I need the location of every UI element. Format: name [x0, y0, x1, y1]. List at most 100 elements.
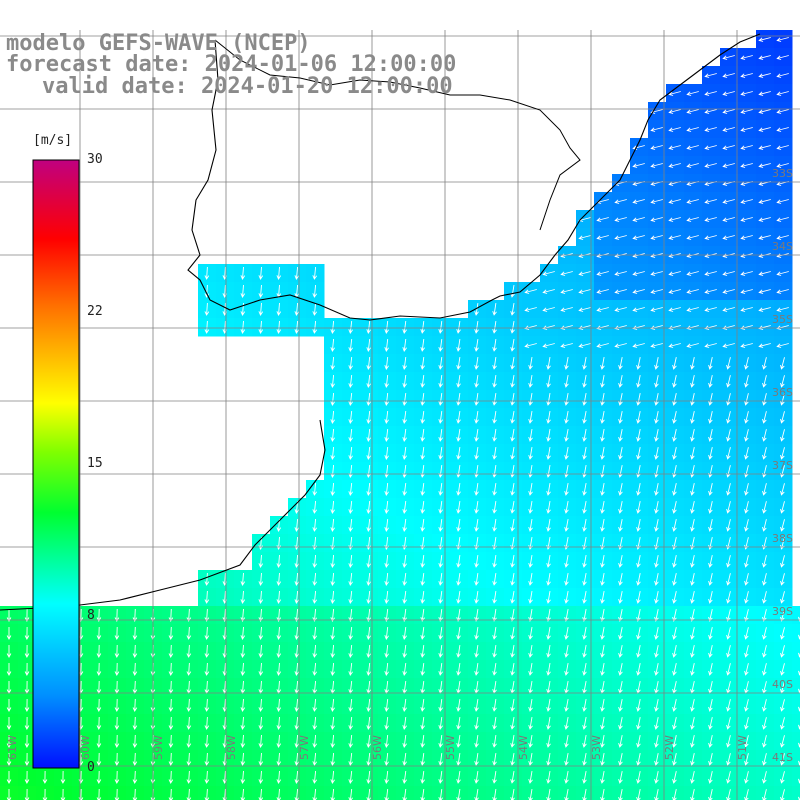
wind-arrow	[582, 771, 587, 784]
wind-arrow	[708, 519, 713, 532]
wind-arrow	[402, 464, 407, 478]
wind-arrow	[456, 429, 461, 442]
wind-arrow	[708, 699, 713, 712]
wind-arrow	[276, 662, 282, 676]
wind-arrow	[668, 199, 681, 204]
wind-arrow	[708, 591, 713, 604]
wind-arrow	[492, 789, 497, 800]
wind-arrow	[474, 753, 479, 766]
wind-arrow	[564, 501, 569, 514]
wind-arrow	[740, 163, 753, 168]
wind-arrow	[600, 591, 605, 604]
wind-arrow	[560, 289, 573, 294]
wind-arrow	[596, 271, 609, 276]
wind-arrow	[780, 501, 785, 514]
wind-arrow	[402, 752, 407, 766]
wind-arrow	[204, 284, 210, 298]
wind-arrow	[600, 519, 605, 532]
wind-arrow	[6, 627, 12, 640]
wind-arrow	[366, 734, 371, 748]
wind-arrow	[546, 771, 551, 784]
wind-arrow	[510, 555, 515, 568]
wind-arrow	[744, 555, 749, 568]
wind-arrow	[740, 235, 753, 240]
wind-arrow	[510, 663, 515, 676]
wind-arrow	[600, 393, 605, 406]
wind-arrow	[312, 788, 318, 800]
wind-arrow	[528, 573, 533, 586]
wind-arrow	[672, 735, 677, 748]
wind-arrow	[348, 482, 353, 496]
wind-arrow	[294, 590, 300, 604]
wind-arrow	[686, 343, 699, 348]
wind-arrow	[636, 375, 641, 388]
wind-arrow	[384, 590, 389, 604]
longitude-label: 60W	[79, 735, 92, 760]
wind-arrow	[690, 519, 695, 532]
wind-arrow	[740, 73, 753, 78]
wind-arrow	[348, 464, 353, 478]
wind-arrow	[528, 609, 533, 622]
colorbar-tick: 30	[87, 152, 103, 167]
wind-arrow	[402, 392, 407, 406]
wind-arrow	[582, 555, 587, 568]
wind-arrow	[384, 518, 389, 532]
wind-arrow	[600, 789, 605, 800]
wind-arrow	[636, 447, 641, 460]
wind-cell	[792, 642, 800, 661]
wind-arrow	[704, 163, 717, 168]
wind-arrow	[686, 217, 699, 222]
wind-arrow	[546, 429, 551, 442]
wind-arrow	[420, 753, 425, 766]
wind-arrow	[654, 627, 659, 640]
wind-arrow	[596, 217, 609, 222]
wind-arrow	[690, 573, 695, 586]
wind-cell	[792, 660, 800, 679]
wind-arrow	[708, 375, 713, 388]
wind-arrow	[582, 663, 587, 676]
wind-arrow	[564, 447, 569, 460]
wind-arrow	[654, 483, 659, 496]
wind-arrow	[762, 573, 767, 586]
wind-arrow	[456, 609, 461, 622]
wind-arrow	[636, 429, 641, 442]
wind-arrow	[258, 284, 264, 298]
wind-arrow	[438, 753, 443, 766]
wind-arrow	[564, 753, 569, 766]
wind-arrow	[330, 374, 335, 388]
wind-arrow	[564, 789, 569, 800]
wind-arrow	[744, 519, 749, 532]
wind-arrow	[402, 428, 407, 442]
wind-arrow	[312, 626, 318, 640]
wind-arrow	[186, 662, 192, 676]
wind-arrow	[330, 644, 335, 658]
wind-arrow	[384, 716, 389, 730]
wind-arrow	[312, 662, 318, 676]
wind-arrow	[672, 357, 677, 370]
wind-arrow	[384, 482, 389, 496]
wind-arrow	[564, 627, 569, 640]
wind-arrow	[168, 698, 174, 712]
wind-arrow	[776, 289, 789, 294]
forecast-date: forecast date: 2024-01-06 12:00:00	[6, 52, 457, 77]
wind-arrow	[528, 411, 533, 424]
wind-arrow	[258, 266, 264, 280]
wind-arrow	[438, 699, 443, 712]
wind-arrow	[438, 573, 443, 586]
wind-arrow	[618, 375, 623, 388]
wind-arrow	[492, 339, 497, 352]
wind-arrow	[636, 591, 641, 604]
wind-arrow	[420, 591, 425, 604]
wind-arrow	[546, 591, 551, 604]
wind-arrow	[330, 356, 335, 370]
wind-arrow	[704, 73, 717, 78]
wind-arrow	[114, 626, 120, 640]
wind-arrow	[758, 289, 771, 294]
wind-arrow	[312, 554, 318, 568]
colorbar-tick: 8	[87, 608, 95, 623]
wind-arrow	[600, 501, 605, 514]
wind-arrow	[654, 645, 659, 658]
wind-arrow	[686, 307, 699, 312]
wind-arrow	[762, 663, 767, 676]
wind-arrow	[186, 716, 192, 730]
